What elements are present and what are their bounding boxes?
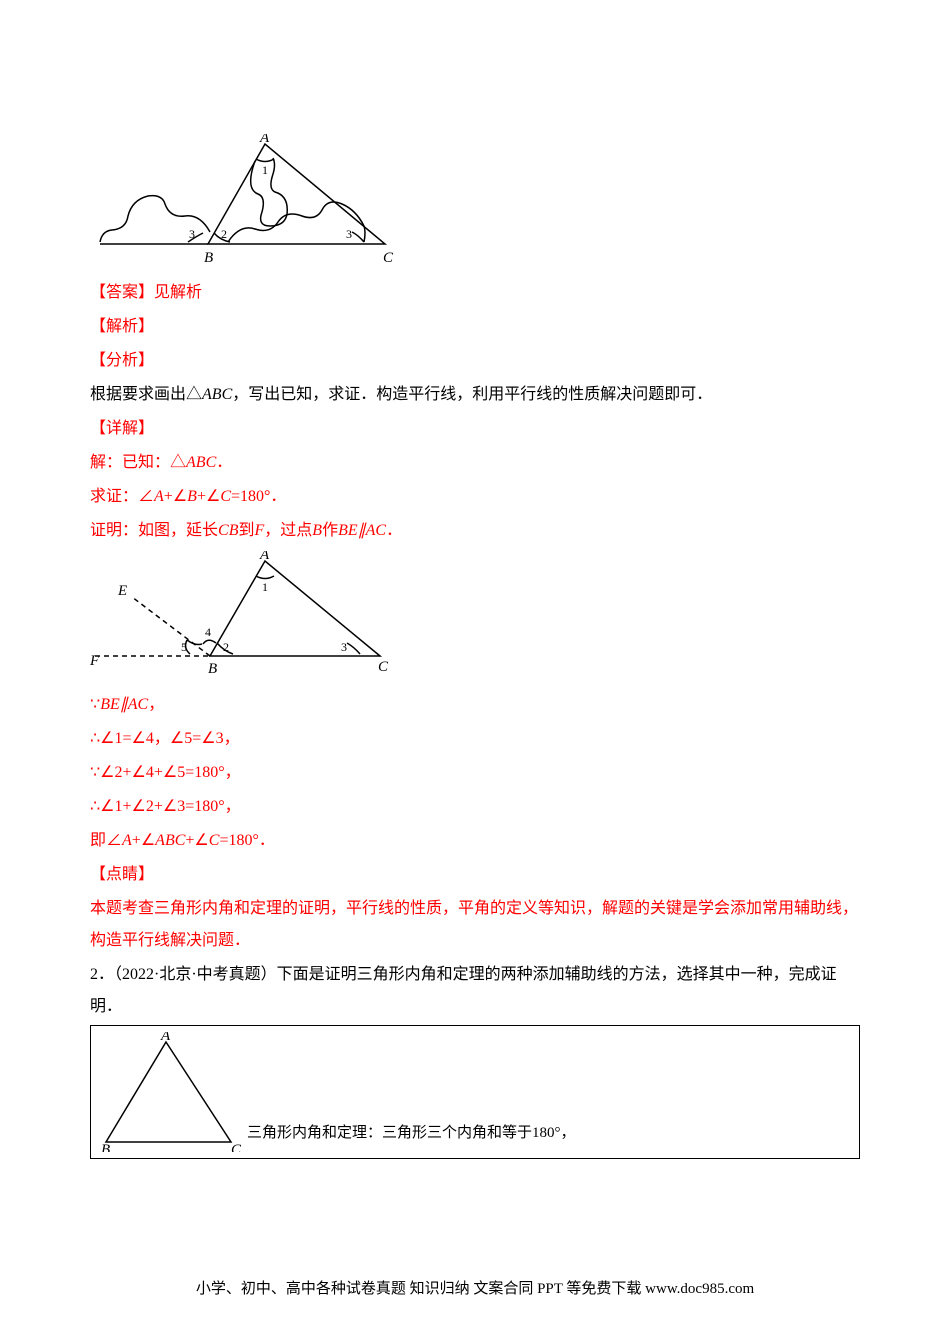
fig1-l2: 2 [221,227,227,241]
answer-line: 【答案】见解析 [90,277,860,309]
fig3-B: B [101,1142,110,1152]
p4: ∴∠1+∠2+∠3=180°， [90,791,860,823]
xiangjie-label: 【详解】 [90,413,860,445]
fig2-l2: 2 [223,640,229,654]
fig2-l3: 3 [341,640,347,654]
question-2-table: A B C 三角形内角和定理：三角形三个内角和等于180°， [90,1025,860,1159]
answer-label: 【答案】 [90,284,154,301]
fig2-A: A [259,551,270,563]
fenxi-label: 【分析】 [90,345,860,377]
line-1: 解：已知：△ABC． [90,447,860,479]
question-2: 2．（2022·北京·中考真题）下面是证明三角形内角和定理的两种添加辅助线的方法… [90,959,860,1023]
line-2: 求证：∠A+∠B+∠C=180°． [90,481,860,513]
fig1-C: C [383,250,394,266]
fig2-l5: 5 [181,640,187,654]
dianqing-label: 【点睛】 [90,859,860,891]
triangle-caption: 三角形内角和定理：三角形三个内角和等于180°， [247,1118,576,1152]
fig1-l3a: 3 [189,227,195,241]
p5: 即∠A+∠ABC+∠C=180°． [90,825,860,857]
line-3: 证明：如图，延长CB到F，过点B作BE∥AC． [90,515,860,547]
fig2-C: C [378,659,389,675]
fig1-l3b: 3 [346,227,352,241]
dianqing-body: 本题考查三角形内角和定理的证明，平行线的性质，平角的定义等知识，解题的关键是学会… [90,893,860,957]
fig3-A: A [160,1032,171,1044]
fig1-A: A [259,134,270,146]
fig1-l1: 1 [262,163,268,177]
page-footer: 小学、初中、高中各种试卷真题 知识归纳 文案合同 PPT 等免费下载 www.d… [0,1274,950,1304]
triangle-3-svg: A B C [101,1032,241,1152]
fig2-E: E [117,583,127,599]
fig1-B: B [204,250,213,266]
fig2-l1: 1 [262,580,268,594]
fig2-B: B [208,661,217,677]
answer-text: 见解析 [154,284,202,301]
fig2-l4: 4 [205,625,211,639]
triangle-1-svg: A B C 1 2 3 3 [90,134,410,269]
figure-1: A B C 1 2 3 3 [90,134,860,269]
triangle-2-svg: A B C E F 1 2 3 4 5 [90,551,400,681]
p3: ∵∠2+∠4+∠5=180°， [90,757,860,789]
jiexi-label: 【解析】 [90,311,860,343]
p1: ∵BE∥AC， [90,689,860,721]
fig2-F: F [90,653,100,669]
p2: ∴∠1=∠4，∠5=∠3， [90,723,860,755]
fenxi-body: 根据要求画出△ABC，写出已知，求证．构造平行线，利用平行线的性质解决问题即可． [90,379,860,411]
fig3-C: C [231,1142,241,1152]
figure-2: A B C E F 1 2 3 4 5 [90,551,860,681]
